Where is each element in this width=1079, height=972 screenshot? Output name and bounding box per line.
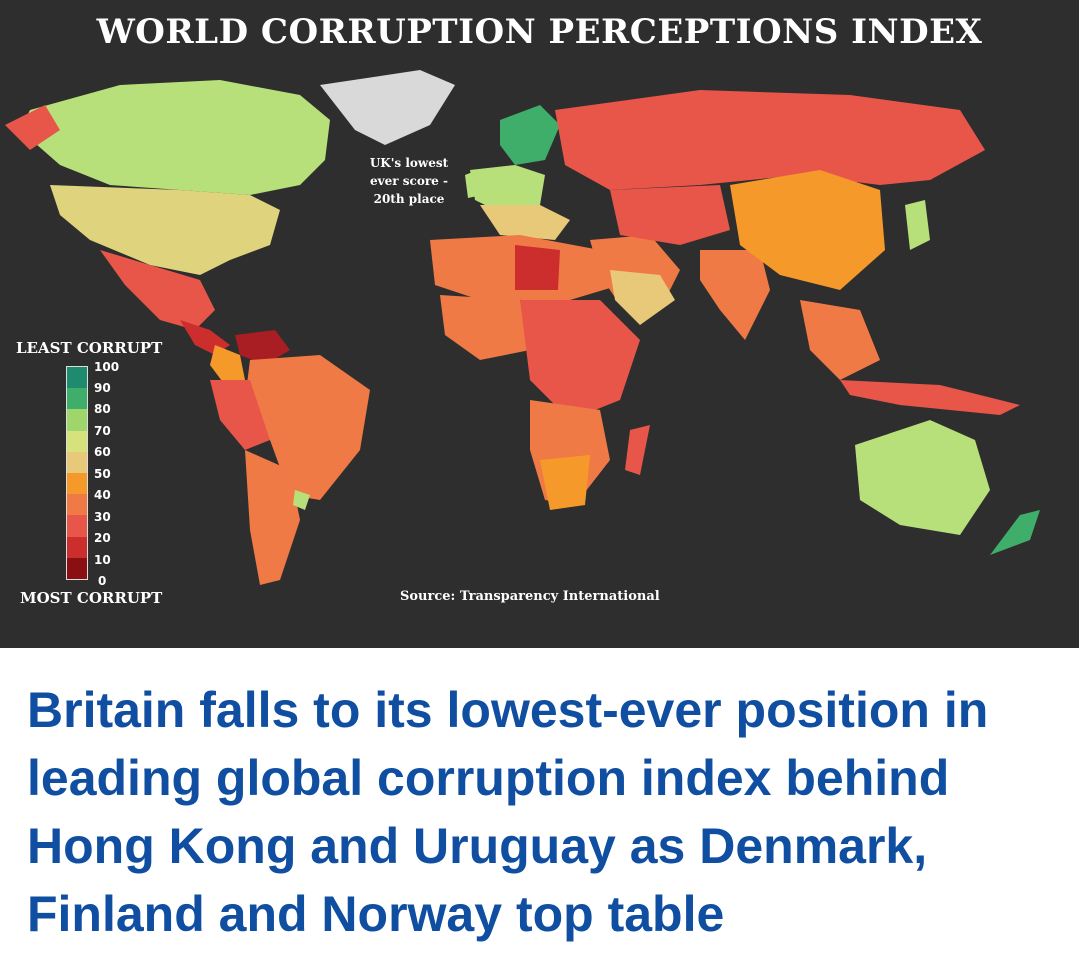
legend-tick: 80: [94, 402, 111, 416]
region-western-europe: [470, 165, 545, 215]
region-peru-bolivia: [210, 380, 270, 450]
legend-color-bar: [66, 366, 88, 580]
region-india: [700, 250, 770, 340]
region-japan: [905, 200, 930, 250]
legend-top-label: LEAST CORRUPT: [16, 339, 163, 357]
legend-tick: 10: [94, 553, 111, 567]
region-usa: [50, 185, 280, 275]
region-nordics: [500, 105, 560, 165]
legend-swatch-10-20: [67, 536, 87, 558]
region-greenland: [320, 70, 455, 145]
region-central-asia: [610, 185, 730, 245]
region-new-zealand: [990, 510, 1040, 555]
corruption-map-figure: WORLD CORRUPTION PERCEPTIONS INDEX UK's …: [0, 0, 1079, 648]
region-southern-europe: [480, 205, 570, 240]
region-southeast-asia: [800, 300, 880, 380]
uk-annotation-line-3: 20th place: [373, 192, 445, 206]
region-south-africa: [540, 455, 590, 510]
legend-bottom-label: MOST CORRUPT: [20, 589, 163, 607]
legend-tick: 70: [94, 424, 111, 438]
legend-swatch-30-40: [67, 494, 87, 516]
legend-swatch-0-10: [67, 557, 87, 580]
legend-tick: 40: [94, 488, 111, 502]
legend-tick: 100: [94, 360, 120, 374]
region-alaska: [5, 105, 60, 150]
uk-annotation-line-1: UK's lowest: [369, 156, 449, 170]
legend-tick: 60: [94, 445, 111, 459]
legend-swatch-50-60: [67, 451, 87, 474]
region-arabia: [610, 270, 675, 325]
region-venezuela: [235, 330, 290, 365]
region-central-africa: [520, 300, 640, 420]
region-madagascar: [625, 425, 650, 475]
region-brazil: [245, 355, 370, 500]
legend-swatch-60-70: [67, 430, 87, 452]
region-colombia: [210, 345, 245, 385]
region-argentina-chile: [245, 450, 300, 585]
legend-tick: 50: [94, 467, 111, 481]
legend-ticks: 100 90 80 70 60 50 40 30 20 10 0: [94, 360, 134, 590]
region-uruguay: [293, 490, 310, 510]
region-uk: [465, 170, 482, 198]
uk-annotation: UK's lowest ever score - 20th place: [354, 154, 464, 208]
legend-swatch-40-50: [67, 473, 87, 495]
region-australia: [855, 420, 990, 535]
article-headline[interactable]: Britain falls to its lowest-ever positio…: [27, 682, 989, 942]
legend-tick: 0: [98, 574, 107, 588]
source-credit: Source: Transparency International: [400, 589, 660, 604]
legend-swatch-70-80: [67, 409, 87, 431]
uk-annotation-line-2: ever score -: [370, 174, 448, 188]
legend-tick: 90: [94, 381, 111, 395]
legend-swatch-20-30: [67, 515, 87, 537]
region-libya: [515, 245, 560, 290]
legend-swatch-90-100: [67, 367, 87, 389]
map-title: WORLD CORRUPTION PERCEPTIONS INDEX: [96, 12, 983, 52]
region-mexico: [100, 250, 215, 330]
region-russia: [555, 90, 985, 190]
legend-tick: 30: [94, 510, 111, 524]
region-west-africa: [440, 295, 530, 360]
region-canada: [20, 80, 330, 195]
legend-tick: 20: [94, 531, 111, 545]
region-indonesia: [840, 380, 1020, 415]
world-map: [5, 70, 1040, 585]
legend-swatch-80-90: [67, 388, 87, 410]
region-china: [730, 170, 885, 290]
